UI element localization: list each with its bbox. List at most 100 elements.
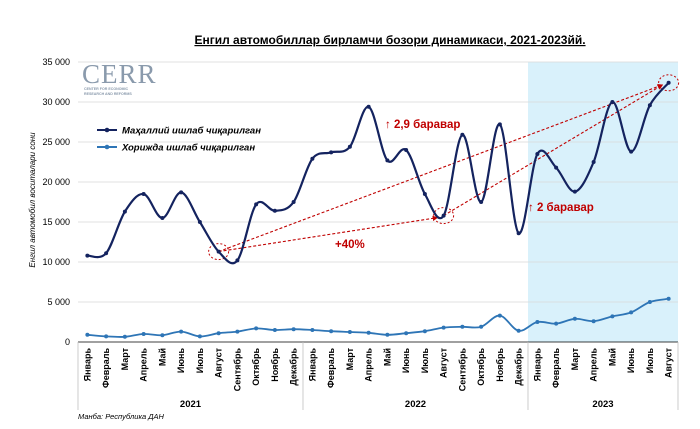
data-point	[329, 329, 334, 334]
x-tick-label: Август	[664, 347, 674, 378]
highlight-circle	[208, 243, 230, 261]
data-point	[179, 329, 184, 334]
data-point	[160, 333, 165, 338]
data-point	[591, 319, 596, 324]
y-tick-label: 0	[65, 337, 70, 347]
x-tick-label: Февраль	[551, 348, 561, 388]
data-point	[85, 332, 90, 337]
x-tick-label: Апрель	[364, 348, 374, 382]
data-point	[254, 326, 259, 331]
x-tick-label: Февраль	[326, 348, 336, 388]
data-point	[647, 103, 652, 108]
data-point	[610, 314, 615, 319]
source-note: Манба: Республика ДАН	[78, 412, 165, 421]
data-point	[572, 189, 577, 194]
data-point	[272, 208, 277, 213]
data-point	[347, 330, 352, 334]
x-tick-label: Сентябрь	[232, 348, 242, 392]
x-tick-label: Август	[214, 347, 224, 378]
data-point	[516, 328, 521, 333]
trend-arrow-2021-2023	[218, 83, 664, 253]
trend-arrow-2022-2023	[443, 84, 664, 217]
legend-label: Хорижда ишлаб чиқарилган	[121, 143, 255, 154]
logo-subtext-2: RESEARCH AND REFORMS	[84, 92, 132, 96]
x-tick-label: Декабрь	[289, 348, 299, 386]
x-tick-label: Октябрь	[251, 348, 261, 386]
highlight-circle	[433, 207, 455, 225]
data-point	[179, 190, 184, 195]
data-point	[647, 300, 652, 304]
data-point	[385, 332, 390, 337]
x-tick-label: Январь	[307, 348, 317, 382]
x-tick-label: Март	[345, 347, 355, 370]
data-point	[160, 216, 165, 220]
x-tick-label: Июнь	[401, 348, 411, 374]
legend-label: Маҳаллий ишлаб чиқарилган	[122, 126, 261, 137]
legend-marker	[104, 144, 110, 150]
x-tick-label: Март	[120, 347, 130, 370]
data-point	[554, 321, 559, 326]
data-point	[441, 325, 446, 330]
data-point	[422, 192, 427, 196]
x-tick-label: Июль	[420, 348, 430, 374]
x-tick-label: Апрель	[589, 348, 599, 382]
data-point	[591, 160, 596, 164]
data-point	[85, 253, 90, 258]
data-point	[460, 324, 465, 329]
trend-arrow-2021-2022	[218, 215, 439, 253]
data-point	[291, 200, 296, 204]
data-point	[535, 320, 540, 324]
x-tick-label: Сентябрь	[457, 348, 467, 392]
data-point	[666, 296, 671, 301]
series-lines	[85, 80, 671, 339]
data-point	[629, 149, 634, 154]
data-point	[235, 258, 240, 263]
x-tick-label: Октябрь	[476, 348, 486, 386]
data-point	[572, 316, 577, 321]
data-point	[329, 150, 334, 155]
data-point	[104, 334, 109, 339]
data-point	[479, 324, 484, 329]
x-tick-label: Февраль	[101, 348, 111, 388]
x-tick-label: Май	[607, 348, 617, 366]
y-tick-label: 25 000	[42, 137, 70, 147]
y-axis-label: Енгил автомобил воситалари сони	[28, 132, 37, 268]
data-point	[122, 334, 127, 339]
legend: Маҳаллий ишлаб чиқарилган Хорижда ишлаб ч…	[97, 126, 261, 154]
data-point	[310, 156, 315, 161]
data-point	[666, 80, 671, 85]
x-tick-label: Июнь	[176, 348, 186, 374]
annotation-label: +40%	[335, 239, 365, 251]
data-point	[197, 220, 202, 224]
data-point	[497, 122, 502, 127]
data-point	[254, 202, 259, 207]
y-tick-label: 10 000	[42, 257, 70, 267]
x-tick-label: Январь	[532, 348, 542, 382]
data-point	[216, 249, 221, 254]
data-point	[385, 158, 390, 163]
data-point	[141, 192, 146, 196]
x-tick-label: Январь	[82, 348, 92, 382]
legend-marker	[104, 127, 110, 133]
data-point	[310, 328, 315, 332]
data-point	[422, 329, 427, 334]
cerr-logo: CERR CENTER FOR ECONOMIC RESEARCH AND RE…	[82, 59, 157, 96]
x-tick-label: Май	[157, 348, 167, 366]
x-axis-labels: Январь Февраль Март Апрель Май Июнь Июль Август…	[82, 347, 673, 391]
data-point	[404, 148, 409, 152]
data-point	[479, 200, 484, 204]
data-point	[216, 331, 221, 336]
logo-text: CERR	[82, 59, 157, 89]
annotation-label: ↑ 2 баравар	[528, 202, 594, 214]
x-tick-label: Апрель	[139, 348, 149, 382]
data-point	[460, 132, 465, 137]
y-tick-label: 30 000	[42, 97, 70, 107]
x-tick-label: Декабрь	[514, 348, 524, 386]
data-point	[610, 100, 615, 104]
2023-highlight-band	[528, 62, 678, 342]
data-point	[197, 334, 202, 339]
data-point	[141, 332, 146, 336]
trend-arrows	[208, 74, 680, 261]
data-point	[291, 327, 296, 332]
